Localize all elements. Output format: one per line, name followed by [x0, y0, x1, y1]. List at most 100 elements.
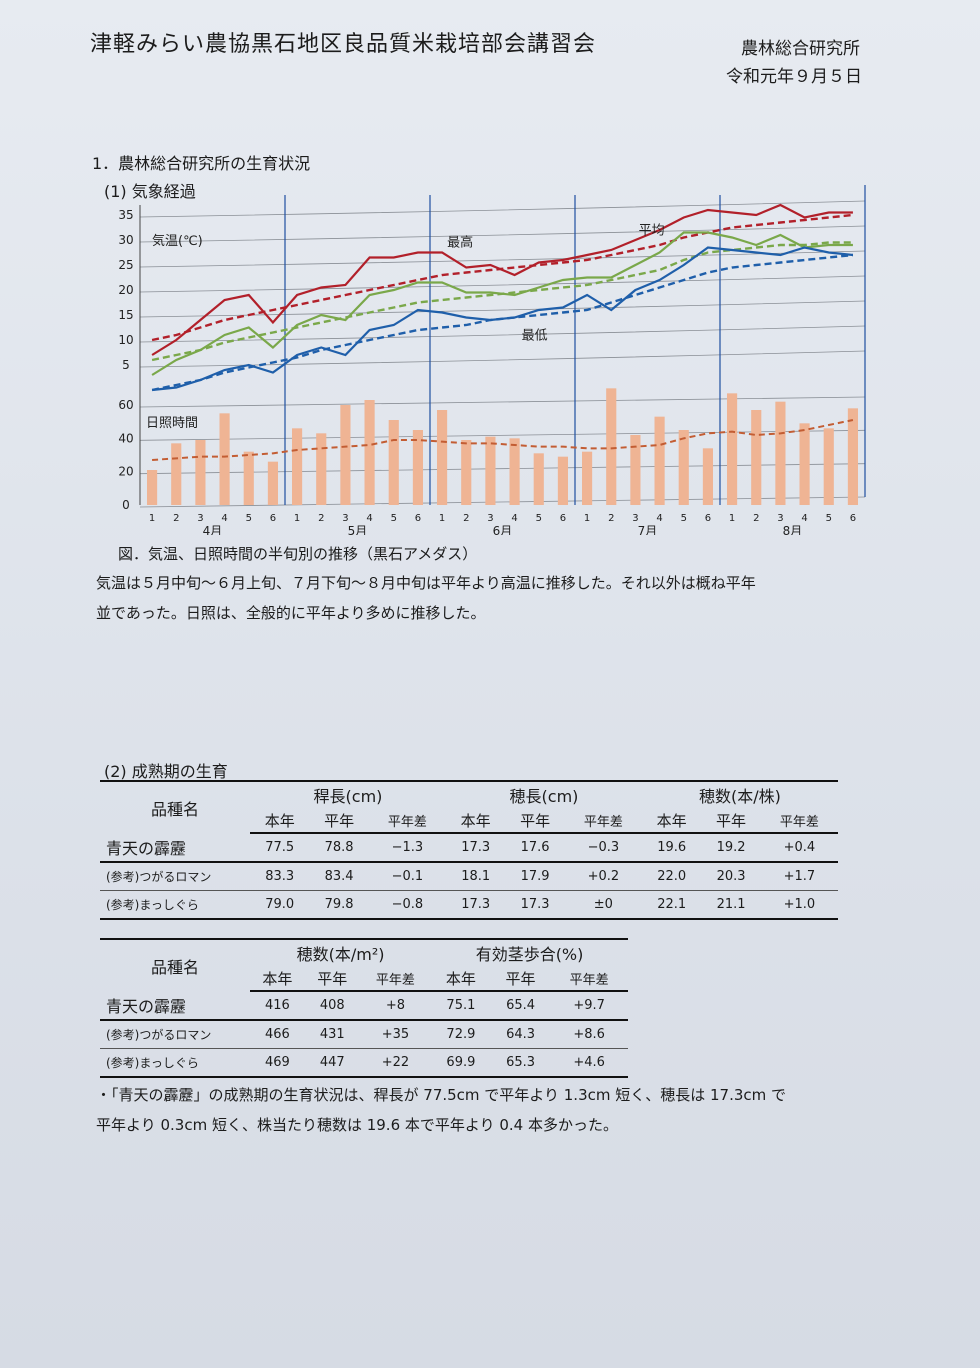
sunshine-normal-line	[152, 419, 854, 461]
sunshine-bar	[847, 408, 858, 505]
x-tick-label: 3	[197, 513, 203, 524]
cell: −0.3	[564, 833, 642, 863]
series-label: 最高	[447, 235, 473, 251]
cell: 17.6	[505, 833, 565, 863]
sunshine-bar	[557, 456, 568, 505]
cell: 17.3	[520, 897, 550, 912]
temperature-series-line	[151, 231, 853, 376]
x-tick-label: 4	[656, 513, 662, 524]
cell: +1.0	[783, 897, 816, 912]
cell: 19.2	[701, 833, 761, 863]
y-tick-label: 20	[118, 283, 133, 297]
x-tick-label: 5	[246, 513, 252, 524]
temperature-normal-line	[151, 213, 854, 342]
y-tick-label: 15	[118, 308, 133, 322]
gridline	[139, 225, 866, 243]
variety-name: 青天の霹靂	[100, 833, 250, 863]
sunshine-bar	[412, 430, 423, 505]
cell: −0.1	[368, 862, 446, 891]
sunshine-bar	[485, 436, 496, 505]
sunshine-bar	[582, 451, 593, 505]
column-header: 平年差	[550, 966, 628, 992]
x-tick-label: 2	[753, 513, 759, 524]
x-tick-label: 3	[487, 513, 493, 524]
x-tick-label: 2	[463, 513, 469, 524]
temperature-series-line	[151, 246, 854, 392]
variety-name: 青天の霹靂	[100, 991, 250, 1021]
cell: 408	[304, 991, 360, 1021]
y-tick-label: 60	[118, 398, 133, 412]
cell: 65.3	[506, 1055, 536, 1070]
cell: ±0	[593, 897, 613, 912]
sunshine-bar	[727, 393, 738, 505]
cell: +22	[381, 1055, 410, 1070]
column-header: 平年差	[368, 808, 446, 834]
sunshine-bar	[292, 428, 303, 505]
cell: −1.3	[368, 833, 446, 863]
cell: 20.3	[701, 862, 761, 891]
x-tick-label: 6	[705, 513, 711, 524]
cell: 79.0	[265, 897, 295, 912]
column-header: 平年	[701, 808, 761, 834]
cell: 22.1	[657, 897, 687, 912]
series-label: 最低	[522, 329, 548, 344]
x-tick-label: 3	[342, 513, 348, 524]
sunshine-bar	[364, 400, 375, 505]
cell: 83.3	[250, 862, 310, 891]
subsection-heading: (2) 成熟期の生育	[104, 762, 228, 781]
column-header: 平年差	[564, 808, 642, 834]
cell: +0.4	[760, 833, 838, 863]
document-date: 令和元年９月５日	[726, 67, 862, 87]
x-tick-label: 5	[391, 513, 397, 524]
cell: +1.7	[760, 862, 838, 891]
column-header: 平年	[505, 808, 565, 834]
sunshine-bar	[509, 438, 520, 505]
series-label: 平均	[639, 224, 665, 239]
cell: +0.2	[564, 862, 642, 891]
cell: 83.4	[309, 862, 369, 891]
sunshine-axis-label: 日照時間	[146, 416, 198, 431]
paragraph-line: 並であった。日照は、全般的に平年より多めに推移した。	[96, 604, 486, 622]
table-row: (参考)まっしぐら 79.0 79.8 −0.8 17.3 17.3 ±0 22…	[100, 891, 838, 920]
x-tick-label: 2	[608, 513, 614, 524]
group-header: 稈長(cm)	[313, 787, 383, 806]
month-label: 4月	[203, 524, 223, 535]
cell: +9.7	[550, 991, 628, 1021]
x-tick-label: 3	[632, 513, 638, 524]
sunshine-bar	[171, 443, 182, 505]
note-line: 平年より 0.3cm 短く、株当たり穂数は 19.6 本で平年より 0.4 本多…	[96, 1116, 618, 1134]
variety-name: (参考)まっしぐら	[106, 898, 199, 912]
x-tick-label: 6	[850, 513, 856, 524]
cell: 64.3	[490, 1020, 551, 1049]
x-tick-label: 5	[826, 513, 832, 524]
column-header: 本年	[445, 808, 506, 834]
x-tick-label: 4	[366, 513, 372, 524]
sunshine-bar	[195, 440, 206, 505]
group-header: 穂数(本/株)	[699, 787, 781, 806]
sunshine-bar	[388, 420, 399, 505]
cell: 469	[265, 1055, 290, 1070]
x-tick-label: 6	[560, 513, 566, 524]
cell: −0.8	[391, 897, 424, 912]
organization: 農林総合研究所	[741, 39, 860, 59]
y-tick-label: 10	[118, 333, 133, 347]
gridline	[139, 325, 866, 343]
cell: 79.8	[324, 897, 354, 912]
cell: 65.4	[490, 991, 551, 1021]
column-header: 本年	[250, 808, 310, 834]
cell: 72.9	[431, 1020, 491, 1049]
column-header: 平年差	[359, 966, 432, 992]
growth-table-2: 品種名 穂数(本/m²) 有効茎歩合(%) 本年 平年 平年差 本年 平年 平年…	[100, 938, 628, 1078]
gridline	[139, 275, 866, 293]
column-header: 本年	[250, 966, 305, 992]
x-tick-label: 6	[415, 513, 421, 524]
sunshine-bar	[630, 435, 641, 505]
cell: 17.3	[445, 833, 506, 863]
note-line: ・「青天の霹靂」の成熟期の生育状況は、稈長が 77.5cm で平年より 1.3c…	[96, 1086, 787, 1104]
sunshine-bar	[823, 428, 834, 505]
name-header: 品種名	[150, 957, 199, 977]
x-tick-label: 4	[511, 513, 517, 524]
sunshine-bar	[316, 433, 327, 505]
